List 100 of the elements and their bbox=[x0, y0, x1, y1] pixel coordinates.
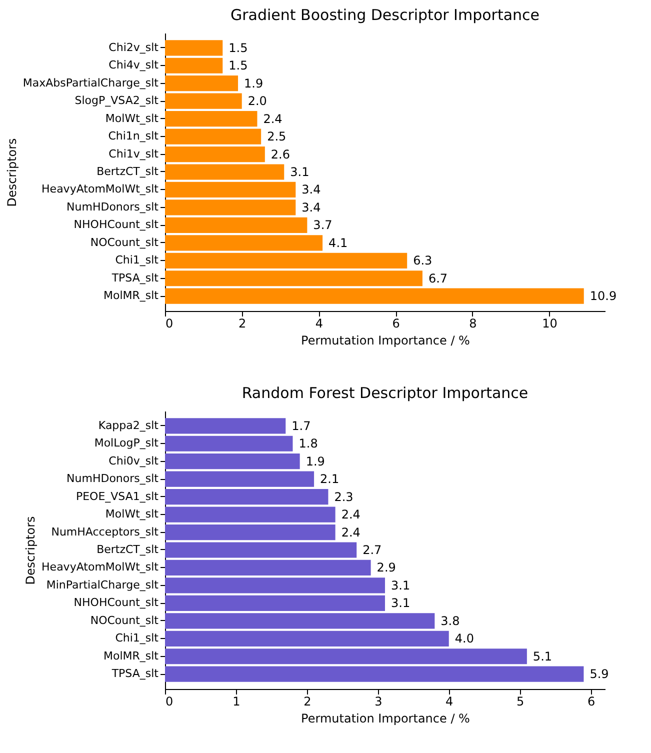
x-tick-label: 6 bbox=[587, 694, 596, 708]
data-label: 4.0 bbox=[454, 632, 474, 646]
y-axis-title: Descriptors bbox=[24, 516, 38, 585]
data-label: 2.4 bbox=[263, 112, 282, 126]
y-tick-label: Chi4v_slt bbox=[108, 58, 160, 72]
y-tick-label: BertzCT_slt bbox=[96, 165, 160, 178]
x-tick-label: 0 bbox=[166, 694, 174, 708]
bar bbox=[165, 506, 336, 522]
bar bbox=[165, 252, 408, 268]
data-label: 2.7 bbox=[362, 543, 382, 557]
data-label: 2.1 bbox=[320, 472, 340, 486]
x-axis-title: Permutation Importance / % bbox=[301, 712, 470, 726]
y-tick-label: HeavyAtomMolWt_slt bbox=[42, 182, 160, 196]
y-tick-label: NumHAcceptors_slt bbox=[51, 525, 160, 538]
data-label: 3.7 bbox=[313, 218, 332, 232]
bar bbox=[165, 436, 293, 452]
bar bbox=[165, 454, 300, 470]
bar bbox=[165, 489, 328, 505]
bar bbox=[165, 648, 527, 664]
data-label: 1.9 bbox=[306, 454, 325, 468]
bar bbox=[165, 164, 284, 180]
y-tick-label: TPSA_slt bbox=[110, 271, 160, 284]
data-label: 2.0 bbox=[248, 94, 267, 108]
data-label: 1.5 bbox=[228, 58, 248, 73]
y-tick-label: Chi0v_slt bbox=[108, 454, 160, 468]
y-tick-label: NumHDonors_slt bbox=[66, 200, 160, 214]
y-tick-label: TPSA_slt bbox=[110, 667, 160, 680]
bar bbox=[165, 524, 336, 540]
y-tick-label: NHOHCount_slt bbox=[74, 218, 160, 232]
y-tick-label: Chi1_slt bbox=[115, 254, 160, 267]
y-tick-label: Chi1v_slt bbox=[108, 147, 160, 160]
bar bbox=[165, 182, 296, 198]
data-label: 2.4 bbox=[341, 508, 360, 522]
bar bbox=[165, 235, 323, 251]
x-tick-label: 4 bbox=[315, 316, 324, 330]
chart-title: Random Forest Descriptor Importance bbox=[242, 384, 528, 402]
x-tick-label: 2 bbox=[238, 316, 246, 330]
y-tick-label: Kappa2_slt bbox=[98, 418, 160, 432]
bar bbox=[165, 146, 265, 162]
data-label: 1.9 bbox=[244, 76, 264, 90]
y-tick-label: NOCount_slt bbox=[90, 236, 160, 249]
data-label: 6.3 bbox=[413, 254, 432, 268]
bar bbox=[165, 288, 584, 304]
data-label: 2.4 bbox=[341, 525, 360, 540]
y-tick-label: HeavyAtomMolWt_slt bbox=[42, 560, 160, 574]
x-tick-label: 5 bbox=[516, 694, 524, 708]
data-label: 4.1 bbox=[328, 236, 348, 250]
y-tick-label: SlogP_VSA2_slt bbox=[74, 94, 160, 108]
y-tick-label: MinPartialCharge_slt bbox=[46, 578, 160, 592]
data-label: 3.1 bbox=[290, 165, 310, 179]
x-tick-label: 8 bbox=[469, 316, 477, 330]
x-tick-label: 1 bbox=[232, 694, 240, 708]
bar bbox=[165, 128, 262, 144]
y-axis-title: Descriptors bbox=[4, 138, 19, 207]
data-label: 5.9 bbox=[590, 667, 609, 682]
chart-title: Gradient Boosting Descriptor Importance bbox=[230, 6, 540, 24]
data-label: 3.8 bbox=[440, 614, 460, 628]
data-label: 3.4 bbox=[302, 182, 321, 197]
y-tick-label: Chi2v_slt bbox=[108, 40, 160, 54]
y-tick-label: MaxAbsPartialCharge_slt bbox=[22, 76, 160, 90]
bar bbox=[165, 595, 385, 611]
data-label: 2.3 bbox=[334, 490, 354, 504]
data-label: 3.4 bbox=[302, 200, 321, 214]
y-tick-label: Chi1n_slt bbox=[108, 130, 160, 143]
data-label: 1.7 bbox=[292, 418, 311, 433]
data-label: 6.7 bbox=[428, 271, 448, 286]
x-axis-title: Permutation Importance / % bbox=[301, 334, 470, 348]
data-label: 3.1 bbox=[391, 596, 410, 610]
y-tick-label: BertzCT_slt bbox=[96, 543, 160, 556]
x-tick-label: 3 bbox=[374, 694, 382, 708]
y-tick-label: NumHDonors_slt bbox=[66, 472, 160, 486]
x-tick-label: 6 bbox=[392, 316, 400, 330]
bar bbox=[165, 666, 584, 682]
data-label: 1.5 bbox=[228, 40, 248, 55]
bar bbox=[165, 578, 385, 594]
data-label: 2.9 bbox=[376, 560, 396, 575]
bar bbox=[165, 542, 357, 558]
bar bbox=[165, 418, 286, 434]
y-tick-label: MolWt_slt bbox=[105, 112, 160, 125]
y-tick-label: PEOE_VSA1_slt bbox=[76, 490, 160, 503]
bar bbox=[165, 111, 258, 127]
x-tick-label: 0 bbox=[166, 316, 174, 330]
bar bbox=[165, 40, 223, 56]
data-label: 1.8 bbox=[298, 436, 318, 451]
bar bbox=[165, 58, 223, 74]
bar bbox=[165, 630, 449, 646]
y-tick-label: MolLogP_slt bbox=[94, 436, 160, 450]
y-tick-label: NHOHCount_slt bbox=[74, 596, 160, 610]
bar bbox=[165, 217, 308, 233]
bar bbox=[165, 76, 238, 92]
bar bbox=[165, 270, 422, 286]
data-label: 3.1 bbox=[391, 578, 410, 592]
bar bbox=[165, 560, 371, 576]
x-tick-label: 10 bbox=[542, 316, 558, 330]
y-tick-label: NOCount_slt bbox=[90, 614, 160, 627]
bar bbox=[165, 200, 296, 216]
bar bbox=[165, 93, 242, 109]
bar bbox=[165, 471, 314, 487]
y-tick-label: MolWt_slt bbox=[105, 508, 160, 521]
y-tick-label: MolMR_slt bbox=[103, 649, 160, 662]
